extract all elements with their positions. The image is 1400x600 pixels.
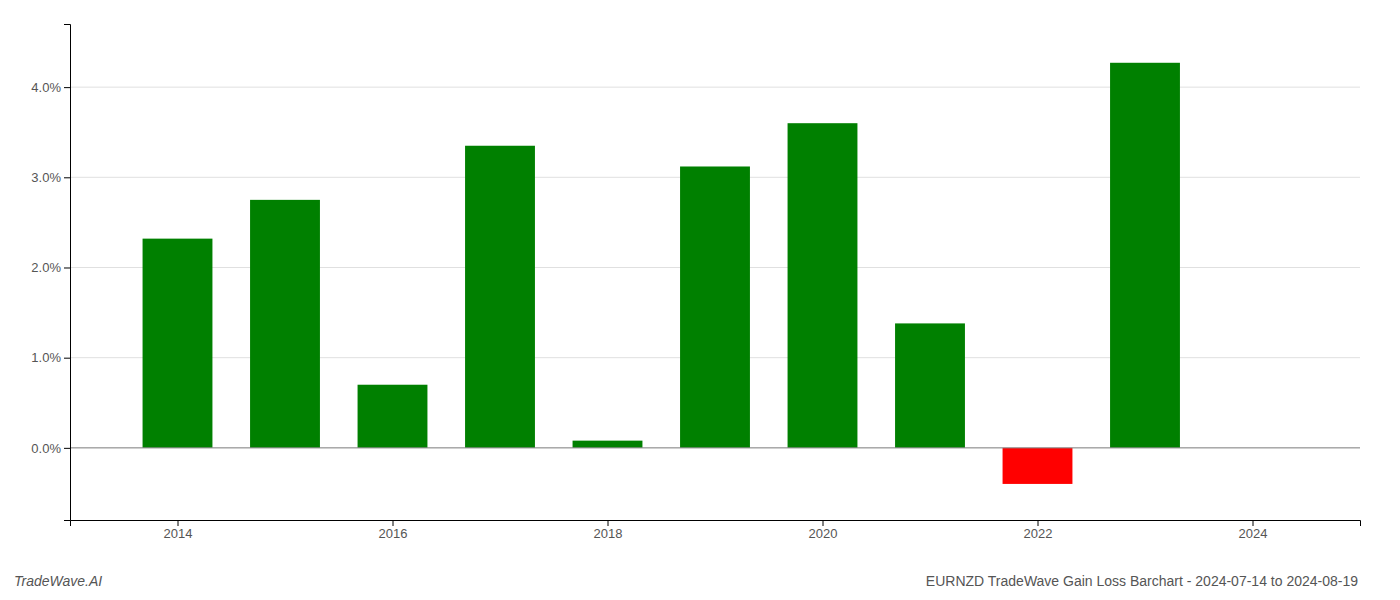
- y-tick: 1.0%: [31, 350, 70, 365]
- x-tick-mark: [178, 520, 179, 526]
- x-tick-label: 2016: [379, 526, 408, 541]
- y-tick-label: 0.0%: [31, 441, 61, 456]
- x-tick: 2014: [164, 520, 193, 541]
- x-tick: 2020: [809, 520, 838, 541]
- x-axis-line: [71, 521, 1361, 527]
- bar: [250, 200, 320, 448]
- x-tick-mark: [1038, 520, 1039, 526]
- y-axis: 0.0% 1.0% 2.0% 3.0% 4.0%: [31, 25, 70, 521]
- bar: [895, 323, 965, 447]
- x-tick: 2016: [379, 520, 408, 541]
- x-tick-label: 2018: [594, 526, 623, 541]
- y-tick-mark: [64, 448, 70, 449]
- bar: [680, 166, 750, 447]
- y-tick-label: 1.0%: [31, 350, 61, 365]
- grid-line: [70, 447, 1360, 448]
- watermark: TradeWave.AI: [14, 573, 102, 589]
- y-tick-label: 3.0%: [31, 170, 61, 185]
- y-tick-mark: [64, 177, 70, 178]
- bars: [143, 63, 1180, 484]
- bar: [573, 441, 643, 448]
- x-axis: 2014 2016 2018 2020 2022 2024: [71, 520, 1361, 541]
- chart: 2014 2016 2018 2020 2022 2024 0.0% 1.0% 2.0% 3.0%…: [0, 0, 1400, 600]
- y-tick-label: 4.0%: [31, 80, 61, 95]
- y-tick-mark: [64, 358, 70, 359]
- bar: [1003, 448, 1073, 484]
- y-tick: 2.0%: [31, 260, 70, 275]
- x-tick-mark: [608, 520, 609, 526]
- y-tick: 4.0%: [31, 80, 70, 95]
- x-tick-label: 2022: [1024, 526, 1053, 541]
- x-tick-mark: [393, 520, 394, 526]
- x-tick: 2022: [1024, 520, 1053, 541]
- y-tick-mark: [64, 267, 70, 268]
- title: EURNZD TradeWave Gain Loss Barchart - 20…: [926, 573, 1358, 589]
- x-tick: 2024: [1239, 520, 1268, 541]
- plot-area: 2014 2016 2018 2020 2022 2024 0.0% 1.0% 2.0% 3.0%…: [31, 25, 1360, 542]
- baseline: [70, 447, 1360, 448]
- bar: [1110, 63, 1180, 448]
- bar: [788, 123, 858, 448]
- y-tick-mark: [64, 87, 70, 88]
- y-tick-label: 2.0%: [31, 260, 61, 275]
- x-tick-label: 2020: [809, 526, 838, 541]
- bar: [358, 385, 428, 448]
- y-tick: 3.0%: [31, 170, 70, 185]
- x-tick-label: 2024: [1239, 526, 1268, 541]
- y-tick: 0.0%: [31, 441, 70, 456]
- y-axis-line: [64, 25, 71, 521]
- x-tick-mark: [1253, 520, 1254, 526]
- x-tick: 2018: [594, 520, 623, 541]
- bar: [465, 146, 535, 448]
- x-tick-mark: [823, 520, 824, 526]
- x-tick-label: 2014: [164, 526, 193, 541]
- bar: [143, 239, 213, 448]
